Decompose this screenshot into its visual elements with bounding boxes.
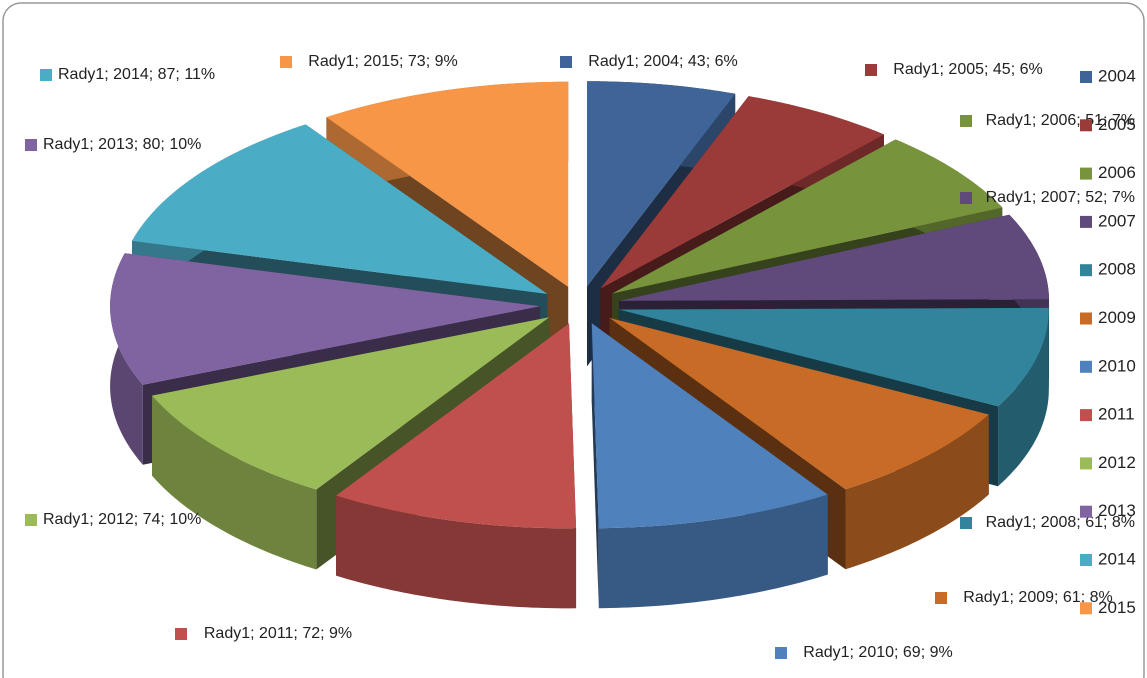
slice-top [600, 96, 884, 289]
data-label: Rady1; 2007; 52; 7% [986, 189, 1135, 206]
data-label: Rady1; 2014; 87; 11% [58, 66, 215, 83]
slice [336, 323, 577, 609]
legend-swatch [1080, 264, 1092, 277]
slice-wall [845, 414, 989, 570]
data-label: Rady1; 2011; 72; 9% [204, 625, 352, 642]
legend-swatch [1080, 602, 1092, 615]
label-marker [960, 192, 972, 204]
data-label: Rady1; 2006; 51; 7% [986, 112, 1135, 129]
label-marker [775, 647, 787, 659]
legend-label: 2013 [1098, 501, 1136, 520]
slice-wall [152, 395, 317, 570]
legend-swatch [1080, 312, 1092, 325]
pie [110, 81, 1050, 609]
legend-swatch [1080, 167, 1092, 180]
slice-wall [336, 495, 577, 609]
slice-wall [998, 307, 1049, 487]
label-marker [960, 517, 972, 529]
label-marker [25, 514, 37, 526]
legend-label: 2004 [1098, 66, 1136, 85]
labels: Rady1; 2004; 43; 6% Rady1; 2005; 45; 6% Ra… [25, 53, 1135, 661]
legend-label: 2012 [1098, 453, 1136, 472]
label-marker [25, 139, 37, 151]
label-marker [560, 56, 572, 68]
label-marker [935, 592, 947, 604]
legend: 2004 2005 2006 2007 2008 2009 2010 2011 2012 2013… [1080, 66, 1136, 617]
legend-label: 2008 [1098, 260, 1136, 279]
slice-top [591, 323, 828, 529]
slice-top [609, 317, 989, 490]
label-marker [960, 115, 972, 127]
legend-label: 2009 [1098, 308, 1136, 327]
slice-top [110, 253, 541, 385]
slice-top [612, 139, 1003, 294]
data-label: Rady1; 2008; 61; 8% [986, 514, 1135, 531]
legend-label: 2010 [1098, 356, 1136, 375]
slice-top [152, 317, 550, 490]
legend-swatch [1080, 409, 1092, 422]
data-label: Rady1; 2009; 61; 8% [963, 589, 1112, 606]
legend-label: 2014 [1098, 549, 1136, 568]
slice-top [586, 81, 736, 287]
legend-swatch [1080, 360, 1092, 373]
legend-label: 2011 [1098, 405, 1135, 424]
legend-swatch [1080, 71, 1092, 83]
label-marker [280, 56, 292, 68]
slice-top [618, 307, 1049, 407]
slice-top [336, 323, 577, 529]
slice-side [591, 323, 599, 609]
data-label: Rady1; 2012; 74; 10% [43, 511, 201, 528]
legend-label: 2006 [1098, 163, 1136, 182]
data-label: Rady1; 2013; 80; 10% [43, 136, 201, 153]
legend-label: 2005 [1098, 115, 1136, 134]
data-label: Rady1; 2010; 69; 9% [803, 644, 952, 661]
legend-label: 2015 [1098, 598, 1136, 617]
legend-swatch [1080, 457, 1092, 470]
slice-top [326, 81, 569, 287]
legend-swatch [1080, 215, 1092, 228]
slice-top [132, 124, 548, 294]
legend-swatch [1080, 505, 1092, 518]
legend-swatch [1080, 119, 1092, 132]
slice-top [619, 214, 1050, 301]
data-label: Rady1; 2004; 43; 6% [588, 53, 737, 70]
label-marker [40, 69, 52, 81]
legend-label: 2007 [1098, 211, 1136, 230]
legend-swatch [1080, 554, 1092, 566]
slice-wall [598, 494, 828, 609]
label-marker [865, 64, 877, 76]
label-marker [175, 628, 187, 640]
data-label: Rady1; 2005; 45; 6% [893, 61, 1042, 78]
slice [591, 323, 828, 609]
data-label: Rady1; 2015; 73; 9% [308, 53, 457, 70]
